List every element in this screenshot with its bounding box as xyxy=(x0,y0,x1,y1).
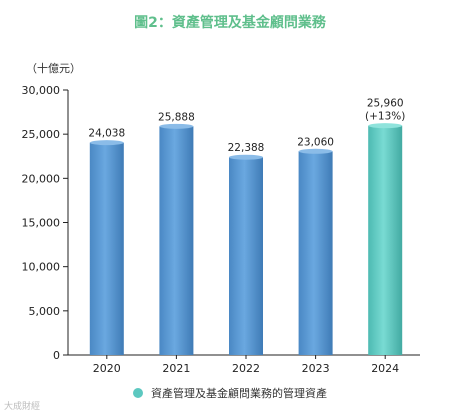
bar-cap xyxy=(368,123,403,129)
y-tick-label: 0 xyxy=(53,349,60,362)
data-label: 22,388 xyxy=(228,142,265,154)
y-tick-label: 5,000 xyxy=(29,305,61,318)
data-label: 25,960 xyxy=(367,98,404,110)
bar-cap xyxy=(89,140,124,146)
bar-cap xyxy=(229,154,263,160)
x-tick-label: 2021 xyxy=(162,362,190,375)
legend-label: 資產管理及基金顧問業務的管理資產 xyxy=(151,387,327,400)
data-label: 24,038 xyxy=(88,128,125,140)
y-tick-label: 10,000 xyxy=(22,261,61,274)
y-tick-label: 25,000 xyxy=(22,128,61,141)
bar xyxy=(89,142,124,355)
y-tick-label: 15,000 xyxy=(22,217,61,230)
x-tick-label: 2024 xyxy=(371,362,399,375)
legend: 資產管理及基金顧問業務的管理資產 xyxy=(0,385,460,401)
y-axis-unit-label: （十億元） xyxy=(26,62,81,75)
bar-cap xyxy=(159,123,194,129)
data-label: 23,060 xyxy=(297,136,334,148)
data-label-change: (+13%) xyxy=(365,111,405,123)
bar xyxy=(298,151,333,355)
x-tick-label: 2022 xyxy=(232,362,260,375)
bar xyxy=(229,157,263,355)
x-tick-label: 2020 xyxy=(93,362,121,375)
bar xyxy=(159,126,194,356)
chart-title: 圖2：資產管理及基金顧問業務 xyxy=(134,15,326,31)
bar-cap xyxy=(298,148,333,154)
y-tick-label: 20,000 xyxy=(22,172,61,185)
y-tick-label: 30,000 xyxy=(22,84,61,97)
watermark: 大成財經 xyxy=(4,402,41,412)
x-tick-label: 2023 xyxy=(302,362,330,375)
legend-marker xyxy=(133,388,143,398)
data-label: 25,888 xyxy=(158,111,195,123)
bar xyxy=(368,125,403,355)
